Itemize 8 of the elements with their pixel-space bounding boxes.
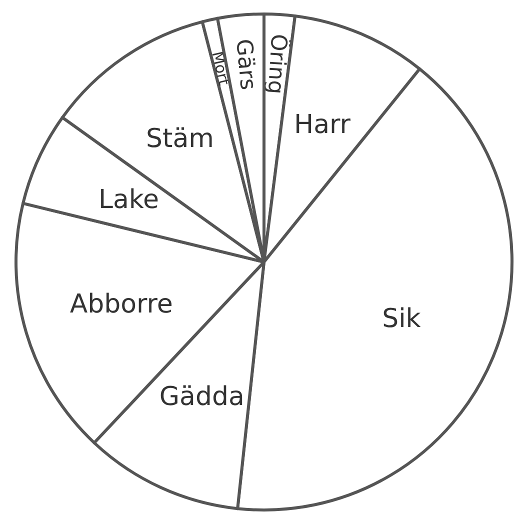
slice-label: Stäm	[146, 124, 214, 154]
slice-label: Abborre	[70, 289, 173, 320]
slice-label: Lake	[98, 184, 160, 215]
slice-label: Harr	[294, 110, 351, 140]
slice-label: Gärs	[230, 38, 260, 92]
slice-label: Gädda	[159, 382, 244, 412]
slice-label: Öring	[262, 33, 293, 96]
slice-label: Sik	[382, 304, 421, 334]
